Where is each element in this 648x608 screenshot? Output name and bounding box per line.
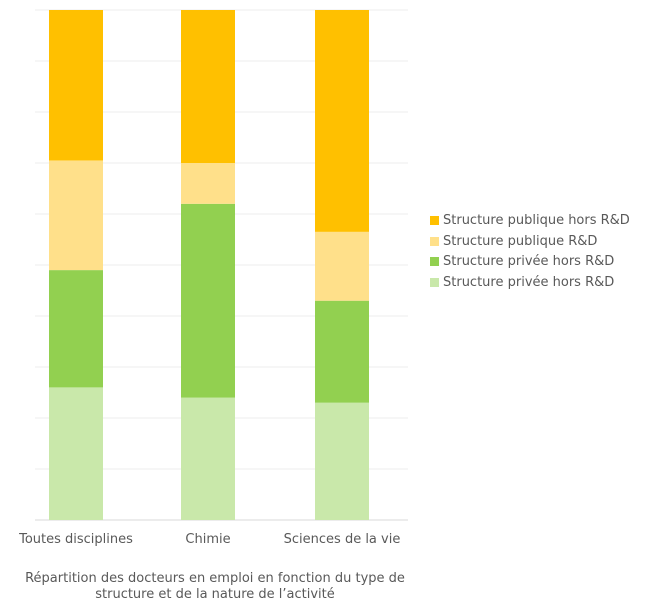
chart-caption: Répartition des docteurs en emploi en fo… [25, 571, 405, 602]
bar-segment [315, 402, 369, 520]
legend-item: Structure publique R&D [430, 231, 630, 252]
bar-segment [315, 231, 369, 301]
bar-segment [181, 163, 235, 204]
bar-segment [315, 10, 369, 232]
bar-segment [315, 300, 369, 403]
legend-item: Structure privée hors R&D [430, 272, 630, 293]
bar-segment [49, 160, 103, 271]
legend-item: Structure privée hors R&D [430, 251, 630, 272]
bar-segment [181, 397, 235, 520]
legend-swatch [430, 277, 439, 287]
legend-swatch [430, 215, 439, 225]
bar-segment [181, 203, 235, 398]
legend-swatch [430, 257, 439, 267]
bar-segment [49, 10, 103, 161]
bar-segment [181, 10, 235, 163]
x-tick-label: Sciences de la vie [284, 532, 401, 547]
legend-label: Structure privée hors R&D [443, 274, 615, 290]
legend-label: Structure publique R&D [443, 233, 598, 249]
legend-label: Structure publique hors R&D [443, 212, 630, 228]
x-tick-label: Toutes disciplines [18, 532, 133, 547]
bar-segment [49, 270, 103, 388]
bar-segment [49, 387, 103, 520]
legend: Structure publique hors R&D Structure pub… [430, 210, 630, 293]
legend-item: Structure publique hors R&D [430, 210, 630, 231]
legend-label: Structure privée hors R&D [443, 254, 615, 270]
x-tick-label: Chimie [185, 532, 230, 547]
legend-swatch [430, 236, 439, 246]
